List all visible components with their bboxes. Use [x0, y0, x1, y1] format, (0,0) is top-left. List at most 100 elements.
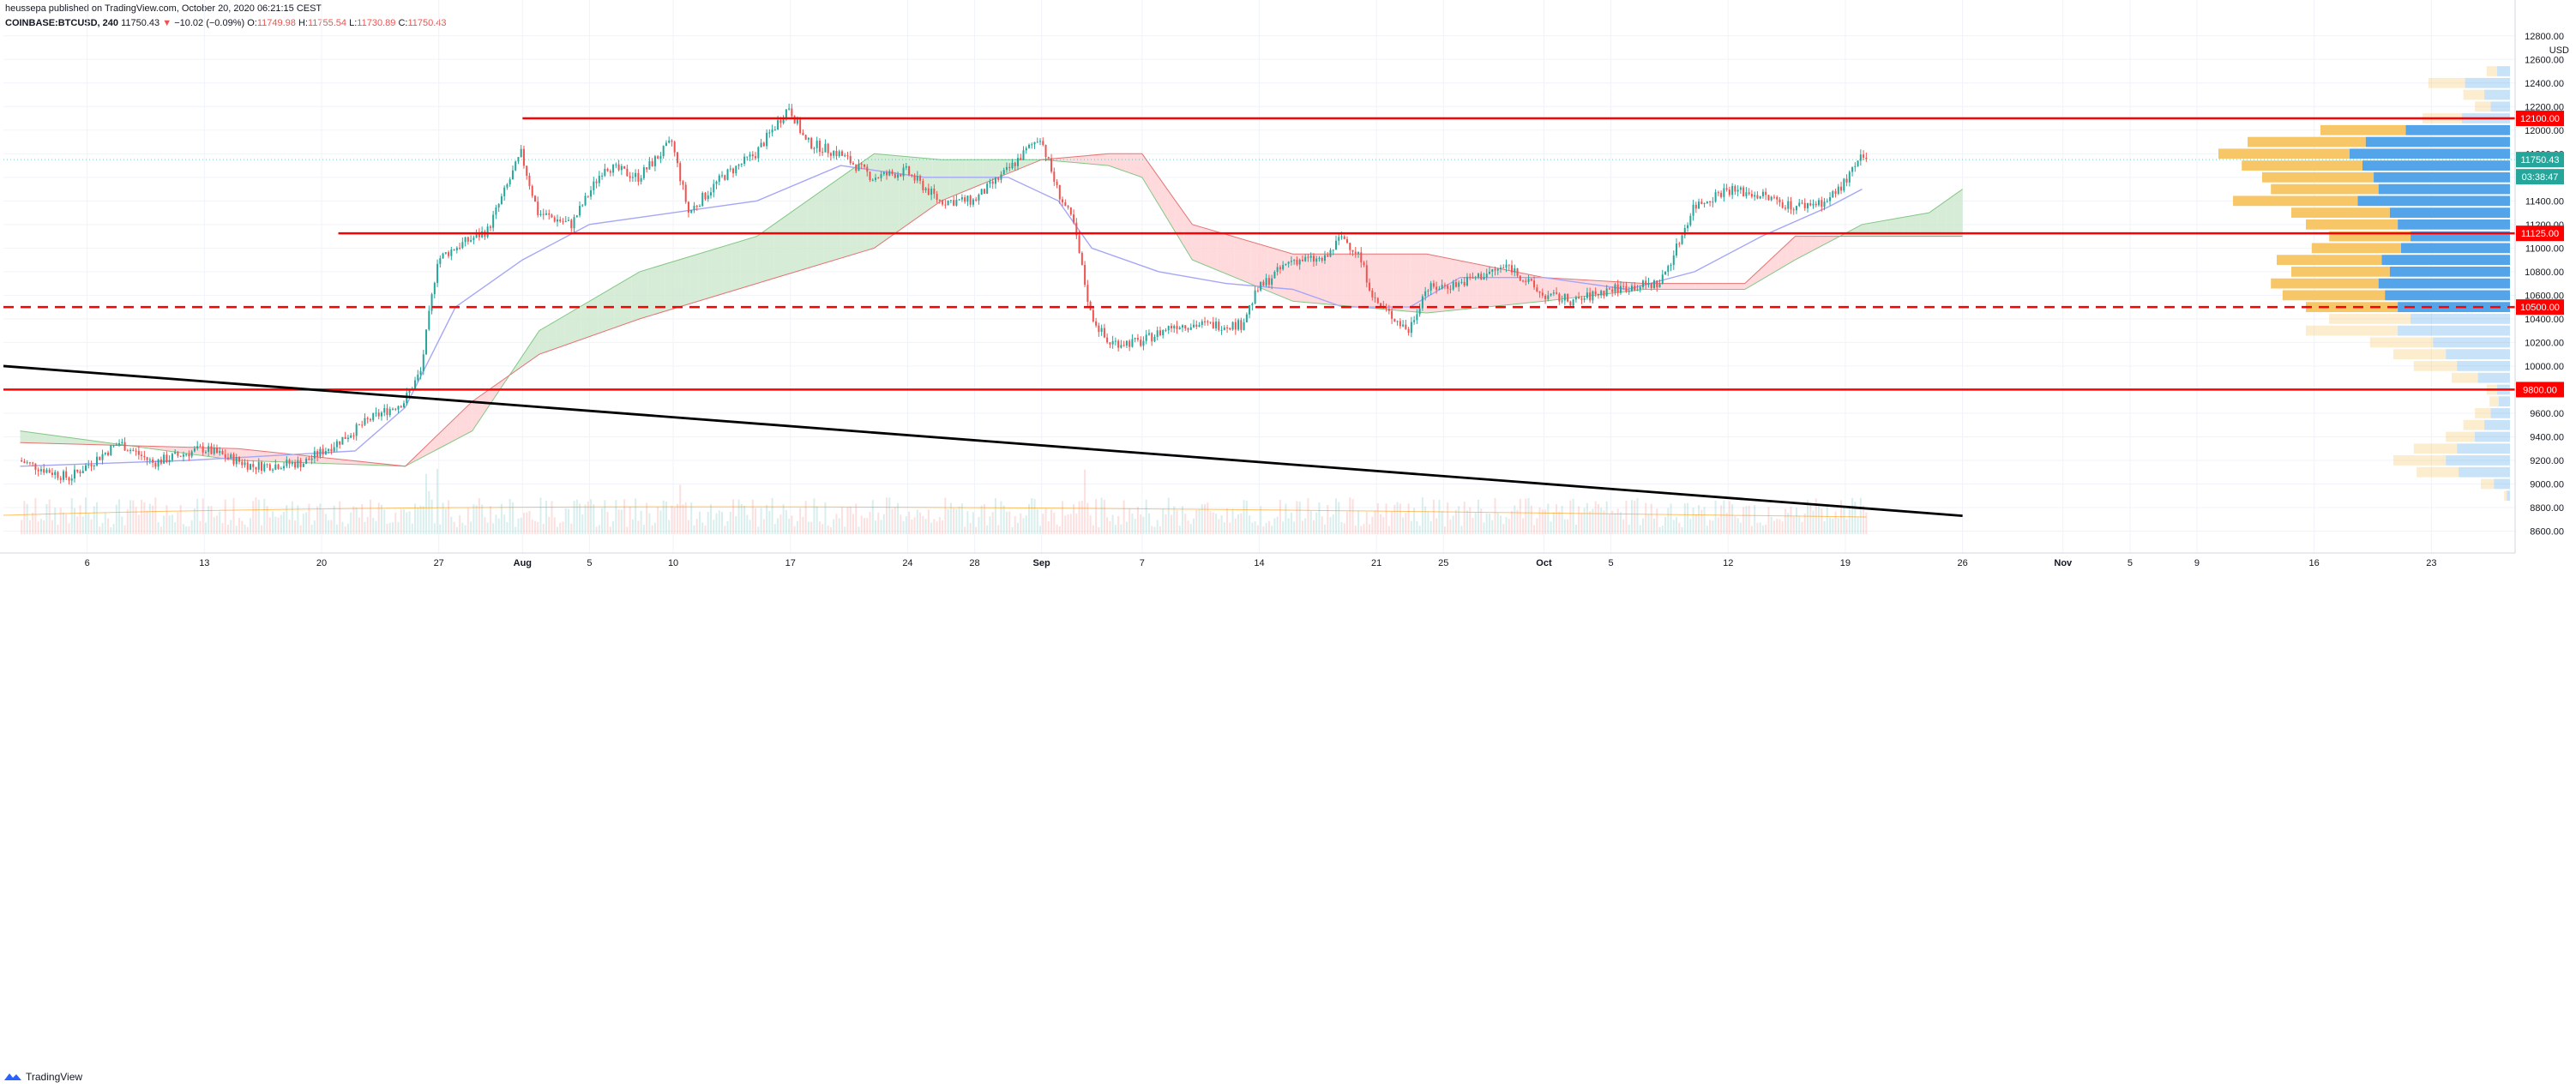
- cloud-segment: [1125, 153, 1135, 175]
- cloud-segment: [37, 433, 45, 444]
- candle-body: [459, 247, 461, 249]
- volume-bar: [1371, 516, 1374, 534]
- volume-bar: [1767, 507, 1770, 534]
- vp-bar-down: [2218, 148, 2350, 159]
- candle-body: [1443, 285, 1446, 286]
- volume-bar: [1683, 503, 1686, 534]
- cloud-segment: [614, 281, 623, 328]
- candle-body: [701, 193, 704, 207]
- symbol-name[interactable]: COINBASE:BTCUSD, 240: [5, 18, 119, 28]
- volume-bar: [428, 490, 430, 534]
- candle-body: [428, 310, 430, 330]
- volume-bar: [894, 507, 896, 534]
- level-tag-label: 10500.00: [2520, 303, 2560, 313]
- volume-bar: [1399, 503, 1401, 534]
- volume-bar: [953, 508, 955, 534]
- candle-body: [308, 458, 310, 460]
- volume-bar: [1354, 526, 1357, 534]
- volume-bar: [484, 517, 486, 534]
- candle-body: [272, 469, 274, 471]
- volume-bar: [1519, 498, 1521, 534]
- volume-bar: [433, 523, 436, 534]
- volume-bar: [1312, 520, 1315, 534]
- candle-body: [989, 181, 991, 184]
- candle-body: [693, 206, 695, 210]
- horizontal-levels[interactable]: [3, 117, 2515, 391]
- volume-bar: [1064, 515, 1067, 534]
- candle-body: [860, 163, 863, 165]
- candle-body: [844, 155, 846, 157]
- candle-body: [509, 179, 511, 185]
- trendlines[interactable]: [3, 159, 2515, 518]
- volume-bar: [642, 525, 645, 534]
- candle-body: [1047, 156, 1050, 159]
- volume-bar: [366, 517, 369, 534]
- volume-bar: [822, 524, 824, 534]
- publisher-text: heussepa published on TradingView.com, O…: [5, 3, 322, 14]
- candle-body: [1848, 171, 1851, 183]
- cloud-segment: [547, 321, 557, 352]
- candle-body: [1647, 283, 1650, 286]
- volume-bar: [715, 513, 718, 534]
- volume-bar: [159, 526, 162, 534]
- volume-bar: [1407, 503, 1410, 534]
- cloud-segment: [1719, 283, 1729, 290]
- volume-bar: [713, 520, 715, 534]
- currency-label: USD: [2549, 45, 2569, 56]
- candle-body: [238, 457, 241, 462]
- volume-bar: [802, 516, 804, 534]
- candle-body: [286, 460, 288, 466]
- y-tick-label: 10800.00: [2525, 267, 2564, 278]
- candle-body: [26, 462, 28, 464]
- volume-bar: [1508, 519, 1510, 534]
- candle-body: [266, 464, 268, 466]
- candle-body: [1025, 147, 1027, 151]
- volume-bar: [927, 509, 930, 534]
- cloud-segment: [882, 154, 891, 243]
- candle-body: [1779, 199, 1781, 203]
- volume-bar: [1086, 502, 1089, 534]
- volume-bar: [1332, 514, 1334, 534]
- volume-bar: [1717, 517, 1719, 534]
- cloud-segment: [598, 291, 606, 334]
- candle-body: [1354, 251, 1357, 254]
- candle-body: [1399, 321, 1401, 327]
- volume-bar: [1240, 513, 1243, 534]
- candle-body: [224, 454, 226, 458]
- volume-bar: [960, 503, 963, 534]
- candle-body: [1234, 322, 1237, 330]
- cloud-segment: [631, 271, 641, 322]
- volume-bar: [1184, 514, 1187, 534]
- cloud-segment: [1744, 275, 1754, 290]
- volume-bar: [707, 512, 709, 534]
- volume-bar: [1229, 522, 1231, 534]
- volume-bar: [1000, 501, 1002, 534]
- candle-body: [1165, 329, 1167, 331]
- volume-bar: [1140, 514, 1142, 534]
- cloud-segment: [1912, 213, 1921, 237]
- volume-bar: [1153, 526, 1156, 534]
- volume-bar: [126, 508, 129, 534]
- volume-bar: [87, 513, 90, 534]
- vp-bar-down: [2282, 290, 2386, 301]
- candle-body: [1845, 178, 1848, 183]
- candle-body: [118, 442, 121, 445]
- volume-bar: [215, 515, 218, 534]
- cloud-segment: [857, 159, 866, 254]
- volume-bar: [1307, 497, 1309, 534]
- volume-bar: [1619, 512, 1622, 534]
- vp-bar-up: [2507, 490, 2510, 502]
- volume-bar: [350, 512, 352, 534]
- volume-bar: [1474, 512, 1477, 534]
- candle-body: [944, 204, 947, 206]
- volume-bar: [135, 507, 137, 534]
- candle-body: [1413, 320, 1416, 322]
- candle-body: [1569, 301, 1572, 306]
- candle-body: [419, 370, 422, 375]
- volume-bar: [657, 507, 659, 534]
- cloud-segment: [472, 395, 481, 431]
- volume-bar: [958, 506, 960, 534]
- volume-bar: [584, 504, 587, 534]
- candle-body: [313, 451, 316, 459]
